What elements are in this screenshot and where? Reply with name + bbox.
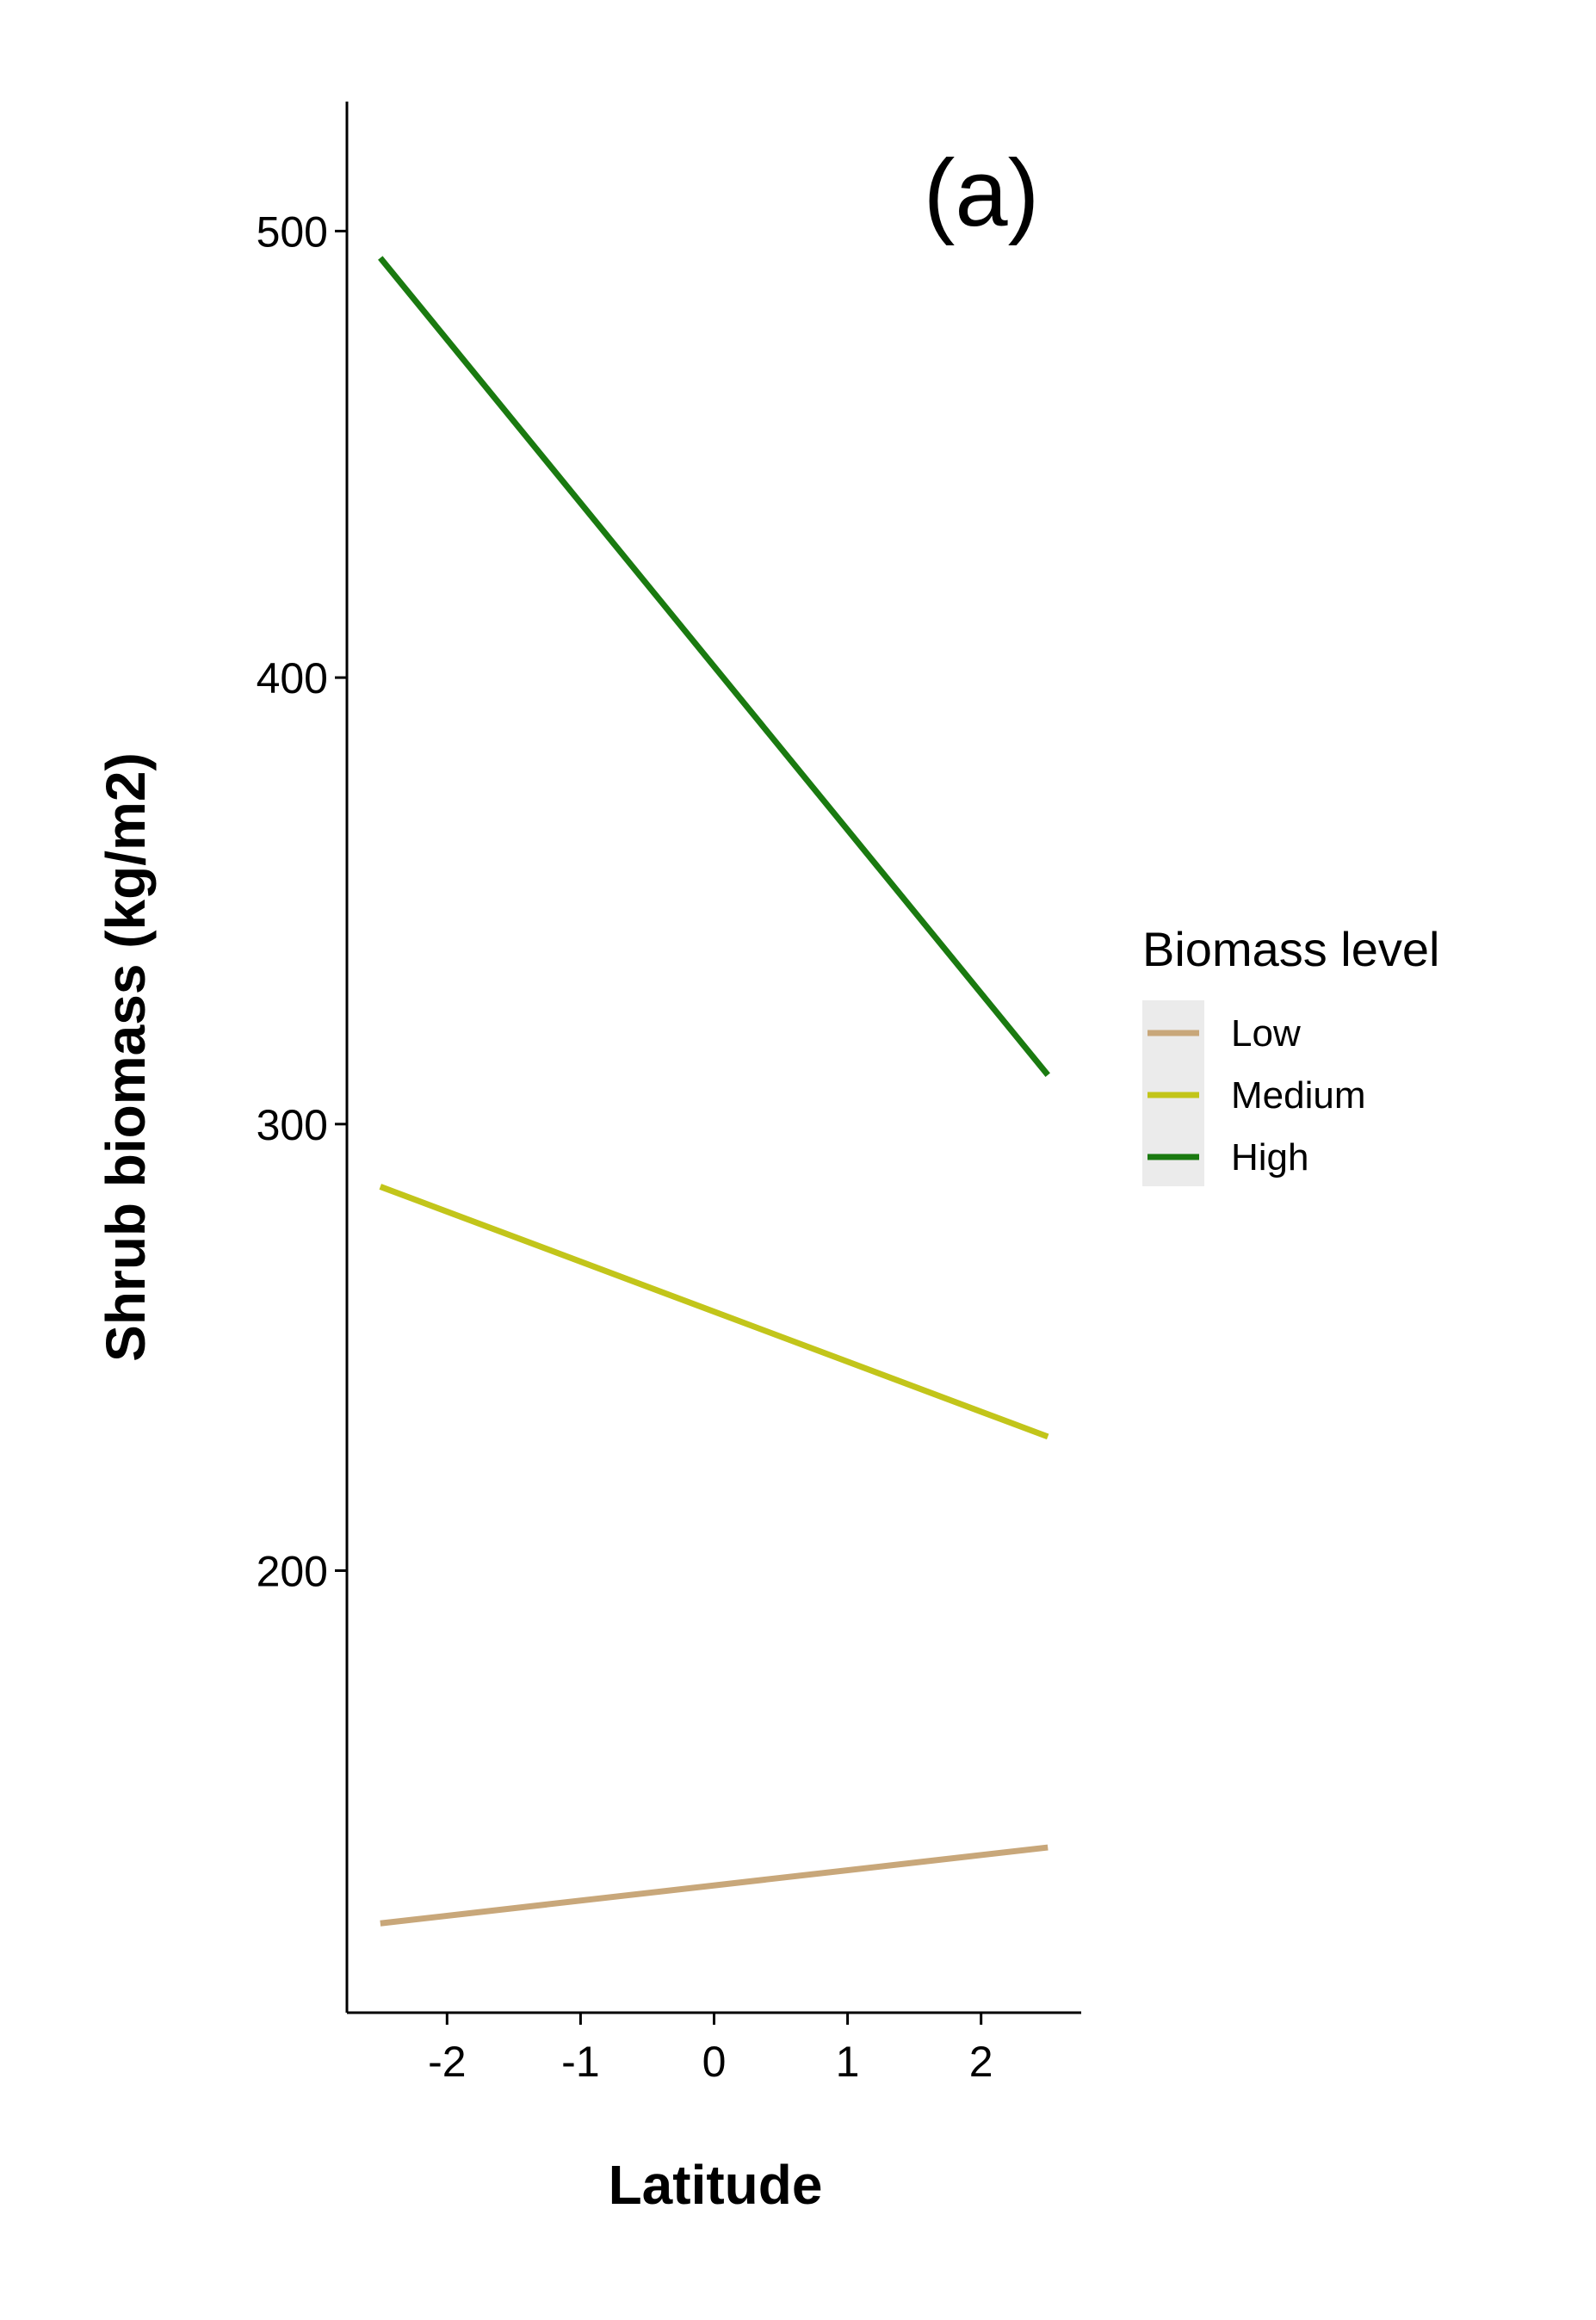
legend-items: Low Medium High xyxy=(1148,1012,1366,1179)
y-tick-label: 200 xyxy=(257,1547,328,1595)
series-lines xyxy=(378,256,1050,1927)
x-tick-label: -2 xyxy=(428,2038,466,2086)
y-tick-label: 300 xyxy=(257,1101,328,1149)
y-axis-ticks: 200 300 400 500 xyxy=(257,207,347,1595)
series-line-medium xyxy=(379,1184,1049,1440)
legend: Biomass level Low Medium High xyxy=(1142,922,1439,1186)
panel-label: (a) xyxy=(924,140,1039,246)
legend-label-low: Low xyxy=(1231,1012,1301,1055)
plot-area: 200 300 400 500 -2 -1 0 1 2 xyxy=(257,102,1081,2086)
x-tick-label: 2 xyxy=(969,2038,993,2086)
legend-label-high: High xyxy=(1231,1136,1309,1179)
x-axis-title: Latitude xyxy=(609,2154,823,2216)
series-line-high xyxy=(378,256,1050,1077)
y-tick-label: 400 xyxy=(257,654,328,702)
y-axis-title: Shrub biomass (kg/m2) xyxy=(95,752,157,1362)
legend-label-medium: Medium xyxy=(1231,1074,1366,1117)
y-tick-label: 500 xyxy=(257,207,328,256)
x-tick-label: 0 xyxy=(702,2038,727,2086)
legend-title: Biomass level xyxy=(1142,922,1439,976)
x-tick-label: 1 xyxy=(836,2038,860,2086)
x-axis-ticks: -2 -1 0 1 2 xyxy=(428,2013,993,2086)
series-line-low xyxy=(380,1844,1049,1927)
x-tick-label: -1 xyxy=(561,2038,599,2086)
